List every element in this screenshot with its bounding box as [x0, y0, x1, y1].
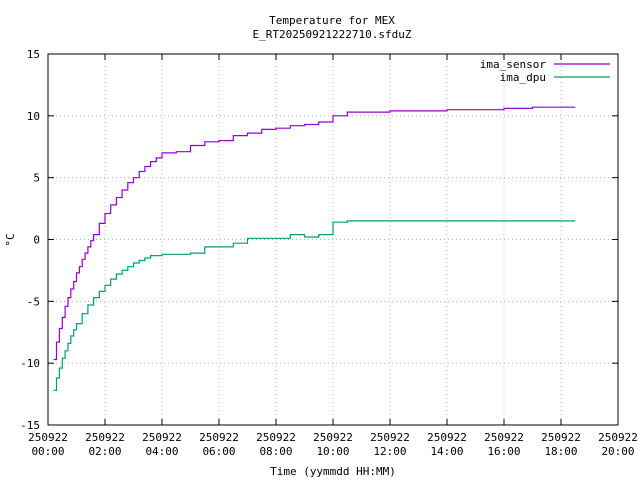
x-tick-time-label: 08:00 — [259, 445, 292, 458]
x-tick-date-label: 250922 — [541, 431, 581, 444]
x-tick-time-label: 04:00 — [145, 445, 178, 458]
y-tick-label: 15 — [27, 48, 40, 61]
x-tick-time-label: 18:00 — [544, 445, 577, 458]
x-tick-time-label: 16:00 — [487, 445, 520, 458]
x-axis-label: Time (yymmdd HH:MM) — [270, 465, 396, 478]
y-tick-label: 5 — [33, 172, 40, 185]
chart-title: Temperature for MEX — [269, 14, 395, 27]
series-line-ima_sensor — [53, 106, 576, 361]
y-tick-label: -5 — [27, 295, 40, 308]
series-lines — [53, 106, 576, 391]
x-tick-time-label: 00:00 — [31, 445, 64, 458]
y-axis-ticks: -15 -10 -5 0 5 10 15 — [20, 48, 618, 432]
x-tick-date-label: 250922 — [199, 431, 239, 444]
x-tick-date-label: 250922 — [370, 431, 410, 444]
y-tick-label: 10 — [27, 110, 40, 123]
x-tick-date-label: 250922 — [256, 431, 296, 444]
x-tick-time-label: 12:00 — [373, 445, 406, 458]
legend-label: ima_sensor — [480, 58, 547, 71]
series-line-ima_dpu — [53, 220, 576, 391]
x-tick-time-label: 14:00 — [430, 445, 463, 458]
x-tick-date-label: 250922 — [484, 431, 524, 444]
x-tick-date-label: 250922 — [598, 431, 638, 444]
x-axis-ticks: 25092200:0025092202:0025092204:002509220… — [28, 54, 638, 458]
x-tick-date-label: 250922 — [142, 431, 182, 444]
grid-lines — [48, 54, 618, 425]
x-tick-time-label: 02:00 — [88, 445, 121, 458]
x-tick-time-label: 20:00 — [601, 445, 634, 458]
x-tick-time-label: 06:00 — [202, 445, 235, 458]
y-tick-label: -15 — [20, 419, 40, 432]
x-tick-date-label: 250922 — [427, 431, 467, 444]
y-axis-label: °C — [4, 233, 17, 246]
y-tick-label: -10 — [20, 357, 40, 370]
chart-subtitle: E_RT20250921222710.sfduZ — [253, 28, 412, 41]
x-tick-date-label: 250922 — [85, 431, 125, 444]
legend-label: ima_dpu — [500, 71, 546, 84]
x-tick-date-label: 250922 — [28, 431, 68, 444]
x-tick-time-label: 10:00 — [316, 445, 349, 458]
y-tick-label: 0 — [33, 234, 40, 247]
x-tick-date-label: 250922 — [313, 431, 353, 444]
